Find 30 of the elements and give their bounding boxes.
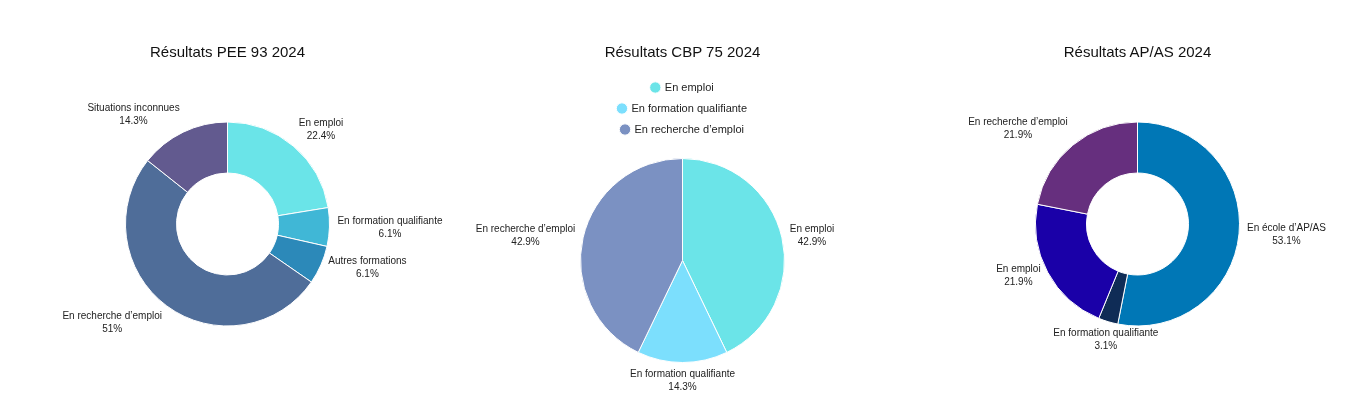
legend-label: En formation qualifiante (631, 101, 748, 114)
data-label: 22.4% (306, 130, 336, 142)
slice-label: En formation qualifiante (337, 214, 443, 226)
slice-label: En formation qualifiante (629, 367, 736, 379)
slice-label: En emploi (789, 223, 835, 235)
slice-label: En école d’AP/AS (1246, 221, 1327, 233)
slice-label: Situations inconnues (87, 102, 180, 114)
legend-label: En emploi (664, 80, 714, 93)
slice-label: En recherche d’emploi (62, 309, 162, 321)
data-label: 51% (102, 322, 123, 334)
data-label: 21.9% (1004, 276, 1033, 288)
data-label: 42.9% (511, 236, 540, 248)
data-label: 42.9% (797, 236, 827, 248)
data-label: 3.1% (1094, 339, 1118, 351)
slice-label: En emploi (996, 263, 1041, 275)
slice-label: En emploi (298, 117, 344, 129)
slice-label: Autres formations (328, 255, 407, 267)
chart-title: Résultats AP/AS 2024 (1063, 43, 1212, 61)
data-label: 6.1% (356, 268, 379, 280)
legend-label: En recherche d’emploi (634, 122, 744, 135)
slice-label: En formation qualifiante (1053, 326, 1159, 338)
data-label: 14.3% (119, 115, 148, 127)
chart-title: Résultats PEE 93 2024 (149, 43, 306, 61)
data-label: 53.1% (1272, 234, 1301, 246)
chart-title: Résultats CBP 75 2024 (604, 43, 761, 61)
slice-label: En recherche d’emploi (968, 116, 1068, 128)
data-label: 6.1% (378, 227, 402, 239)
data-label: 21.9% (1003, 129, 1033, 141)
slice-label: En recherche d’emploi (475, 223, 576, 235)
data-label: 14.3% (668, 380, 697, 392)
